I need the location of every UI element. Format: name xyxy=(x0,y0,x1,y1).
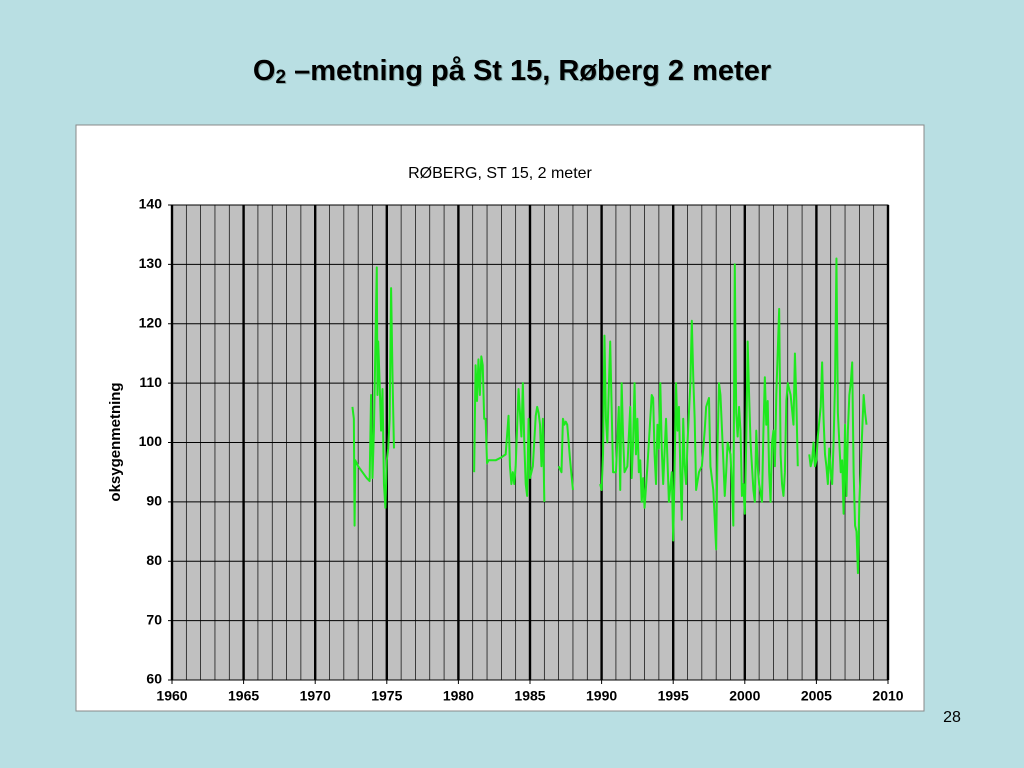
x-tick-label: 1960 xyxy=(156,688,187,704)
y-tick-label: 60 xyxy=(146,671,162,687)
x-tick-label: 1965 xyxy=(228,688,259,704)
slide-title: O2 –metning på St 15, Røberg 2 meter xyxy=(253,55,771,88)
y-tick-label: 130 xyxy=(139,255,163,271)
page-number: 28 xyxy=(943,709,961,726)
y-tick-label: 110 xyxy=(139,374,162,390)
y-tick-label: 80 xyxy=(146,552,162,568)
chart-title: RØBERG, ST 15, 2 meter xyxy=(408,165,592,182)
x-tick-label: 2005 xyxy=(801,688,832,704)
y-tick-label: 90 xyxy=(146,493,162,509)
data-line xyxy=(351,257,868,575)
y-axis-label: oksygenmetning xyxy=(107,382,124,501)
y-tick-label: 100 xyxy=(139,433,163,449)
y-tick-label: 120 xyxy=(139,314,163,330)
title-part: –metning på St 15, Røberg 2 meter xyxy=(286,55,771,87)
y-tick-label: 70 xyxy=(146,611,162,627)
x-tick-label: 1995 xyxy=(658,688,689,704)
x-tick-label: 1985 xyxy=(514,688,545,704)
title-subscript: 2 xyxy=(275,67,286,88)
x-tick-label: 2010 xyxy=(872,688,903,704)
title-part: O xyxy=(253,55,276,87)
x-tick-label: 1970 xyxy=(300,688,331,704)
x-tick-label: 1980 xyxy=(443,688,474,704)
x-tick-label: 1990 xyxy=(586,688,617,704)
x-tick-label: 2000 xyxy=(729,688,760,704)
plot: 60 70 80 90 100 110 120 130 140 1960 1965 1970 1975 1… xyxy=(139,196,904,704)
x-tick-label: 1975 xyxy=(371,688,402,704)
y-tick-label: 140 xyxy=(139,196,163,212)
